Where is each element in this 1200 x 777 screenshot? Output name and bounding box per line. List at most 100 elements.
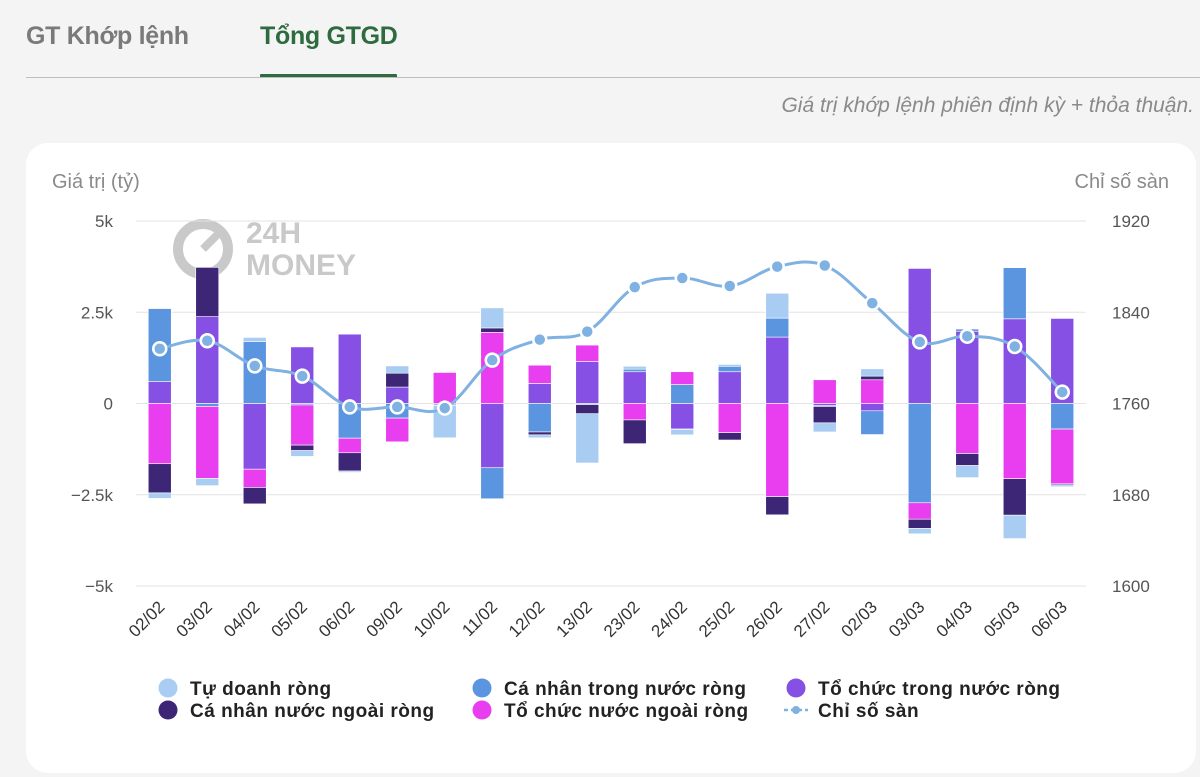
bar-tu-doanh[interactable]: [622, 365, 647, 370]
bar-to-chuc-nuoc-ngoai[interactable]: [622, 403, 647, 421]
bar-to-chuc-nuoc-ngoai[interactable]: [1050, 428, 1075, 485]
bar-tu-doanh[interactable]: [1002, 514, 1027, 539]
legend-label[interactable]: Cá nhân trong nước ròng: [504, 679, 746, 700]
bar-ca-nhan-nuoc-ngoai[interactable]: [860, 375, 885, 381]
bar-tu-doanh[interactable]: [670, 429, 695, 436]
bar-tu-doanh[interactable]: [955, 465, 980, 478]
bar-ca-nhan-nuoc-ngoai[interactable]: [717, 432, 742, 441]
index-point[interactable]: [769, 258, 785, 275]
bar-ca-nhan-trong-nuoc[interactable]: [527, 403, 552, 433]
bar-ca-nhan-trong-nuoc[interactable]: [1050, 403, 1075, 430]
bar-tu-doanh[interactable]: [480, 307, 505, 329]
bar-ca-nhan-nuoc-ngoai[interactable]: [290, 444, 315, 451]
index-point[interactable]: [152, 341, 168, 357]
bar-to-chuc-nuoc-ngoai[interactable]: [242, 468, 267, 488]
legend-label[interactable]: Tự doanh ròng: [190, 679, 332, 700]
bar-to-chuc-trong-nuoc[interactable]: [717, 371, 742, 404]
index-point[interactable]: [864, 295, 880, 311]
bar-to-chuc-nuoc-ngoai[interactable]: [765, 403, 790, 497]
bar-ca-nhan-trong-nuoc[interactable]: [670, 384, 695, 404]
bar-ca-nhan-nuoc-ngoai[interactable]: [385, 372, 410, 388]
index-point[interactable]: [1007, 338, 1023, 355]
index-point[interactable]: [722, 278, 738, 294]
legend-label[interactable]: Cá nhân nước ngoài ròng: [190, 701, 435, 722]
index-point[interactable]: [532, 331, 548, 348]
bar-to-chuc-nuoc-ngoai[interactable]: [812, 379, 837, 404]
bar-to-chuc-trong-nuoc[interactable]: [527, 383, 552, 404]
legend-label[interactable]: Tổ chức trong nước ròng: [818, 679, 1061, 700]
bar-ca-nhan-nuoc-ngoai[interactable]: [575, 404, 600, 415]
bar-to-chuc-nuoc-ngoai[interactable]: [385, 417, 410, 443]
bar-tu-doanh[interactable]: [147, 492, 172, 499]
index-point[interactable]: [959, 328, 975, 344]
bar-tu-doanh[interactable]: [290, 450, 315, 457]
index-point[interactable]: [389, 399, 405, 415]
bar-ca-nhan-trong-nuoc[interactable]: [860, 410, 885, 435]
bar-ca-nhan-nuoc-ngoai[interactable]: [955, 453, 980, 466]
bar-to-chuc-trong-nuoc[interactable]: [480, 403, 505, 469]
bar-tu-doanh[interactable]: [195, 478, 220, 486]
bar-tu-doanh[interactable]: [1050, 484, 1075, 488]
bar-to-chuc-trong-nuoc[interactable]: [242, 403, 267, 470]
index-point[interactable]: [199, 333, 215, 349]
index-point[interactable]: [484, 352, 500, 368]
index-point[interactable]: [247, 358, 263, 374]
bar-ca-nhan-nuoc-ngoai[interactable]: [195, 267, 220, 317]
bar-to-chuc-nuoc-ngoai[interactable]: [717, 403, 742, 434]
bar-to-chuc-trong-nuoc[interactable]: [765, 336, 790, 404]
bar-tu-doanh[interactable]: [860, 368, 885, 377]
tab-gt-khop-lenh[interactable]: GT Khớp lệnh: [26, 22, 189, 50]
bar-ca-nhan-nuoc-ngoai[interactable]: [812, 406, 837, 424]
index-point[interactable]: [437, 400, 453, 416]
bar-ca-nhan-trong-nuoc[interactable]: [907, 403, 932, 504]
index-point[interactable]: [817, 257, 833, 274]
bar-to-chuc-trong-nuoc[interactable]: [1002, 318, 1027, 404]
bar-tu-doanh[interactable]: [717, 364, 742, 367]
bar-to-chuc-nuoc-ngoai[interactable]: [195, 406, 220, 479]
index-point[interactable]: [674, 270, 690, 286]
bar-to-chuc-nuoc-ngoai[interactable]: [955, 403, 980, 454]
bar-to-chuc-trong-nuoc[interactable]: [670, 403, 695, 430]
legend-label[interactable]: Chỉ số sàn: [818, 701, 919, 722]
bar-ca-nhan-nuoc-ngoai[interactable]: [337, 452, 362, 472]
bar-ca-nhan-trong-nuoc[interactable]: [195, 403, 220, 407]
bar-ca-nhan-nuoc-ngoai[interactable]: [527, 431, 552, 436]
bar-ca-nhan-nuoc-ngoai[interactable]: [242, 487, 267, 505]
bar-ca-nhan-trong-nuoc[interactable]: [480, 467, 505, 500]
bar-to-chuc-nuoc-ngoai[interactable]: [575, 344, 600, 362]
bar-to-chuc-trong-nuoc[interactable]: [195, 316, 220, 404]
bar-ca-nhan-trong-nuoc[interactable]: [717, 365, 742, 373]
bar-to-chuc-trong-nuoc[interactable]: [575, 361, 600, 404]
tab-tong-gtgd[interactable]: Tổng GTGD: [260, 22, 398, 50]
bar-tu-doanh[interactable]: [242, 337, 267, 342]
index-point[interactable]: [342, 399, 358, 415]
bar-tu-doanh[interactable]: [527, 434, 552, 439]
bar-to-chuc-nuoc-ngoai[interactable]: [527, 364, 552, 384]
bar-ca-nhan-trong-nuoc[interactable]: [622, 368, 647, 373]
bar-to-chuc-nuoc-ngoai[interactable]: [337, 437, 362, 454]
bar-ca-nhan-nuoc-ngoai[interactable]: [622, 419, 647, 444]
bar-to-chuc-nuoc-ngoai[interactable]: [670, 371, 695, 385]
legend-label[interactable]: Tổ chức nước ngoài ròng: [504, 701, 749, 722]
index-point[interactable]: [579, 323, 595, 340]
bar-to-chuc-nuoc-ngoai[interactable]: [1002, 403, 1027, 479]
bar-tu-doanh[interactable]: [812, 422, 837, 433]
index-point[interactable]: [1054, 384, 1070, 400]
bar-ca-nhan-nuoc-ngoai[interactable]: [480, 327, 505, 333]
bar-to-chuc-trong-nuoc[interactable]: [337, 333, 362, 404]
bar-ca-nhan-trong-nuoc[interactable]: [1002, 267, 1027, 320]
bar-ca-nhan-trong-nuoc[interactable]: [765, 317, 790, 338]
index-point[interactable]: [912, 334, 928, 350]
index-point[interactable]: [294, 368, 310, 384]
bar-ca-nhan-nuoc-ngoai[interactable]: [147, 463, 172, 494]
bar-tu-doanh[interactable]: [765, 292, 790, 319]
bar-to-chuc-nuoc-ngoai[interactable]: [860, 379, 885, 404]
bar-to-chuc-trong-nuoc[interactable]: [860, 403, 885, 412]
bar-ca-nhan-nuoc-ngoai[interactable]: [907, 518, 932, 529]
bar-to-chuc-nuoc-ngoai[interactable]: [290, 404, 315, 446]
bar-ca-nhan-nuoc-ngoai[interactable]: [1002, 478, 1027, 516]
index-point[interactable]: [627, 279, 643, 295]
bar-tu-doanh[interactable]: [385, 365, 410, 374]
bar-to-chuc-nuoc-ngoai[interactable]: [907, 502, 932, 520]
bar-to-chuc-trong-nuoc[interactable]: [622, 371, 647, 404]
